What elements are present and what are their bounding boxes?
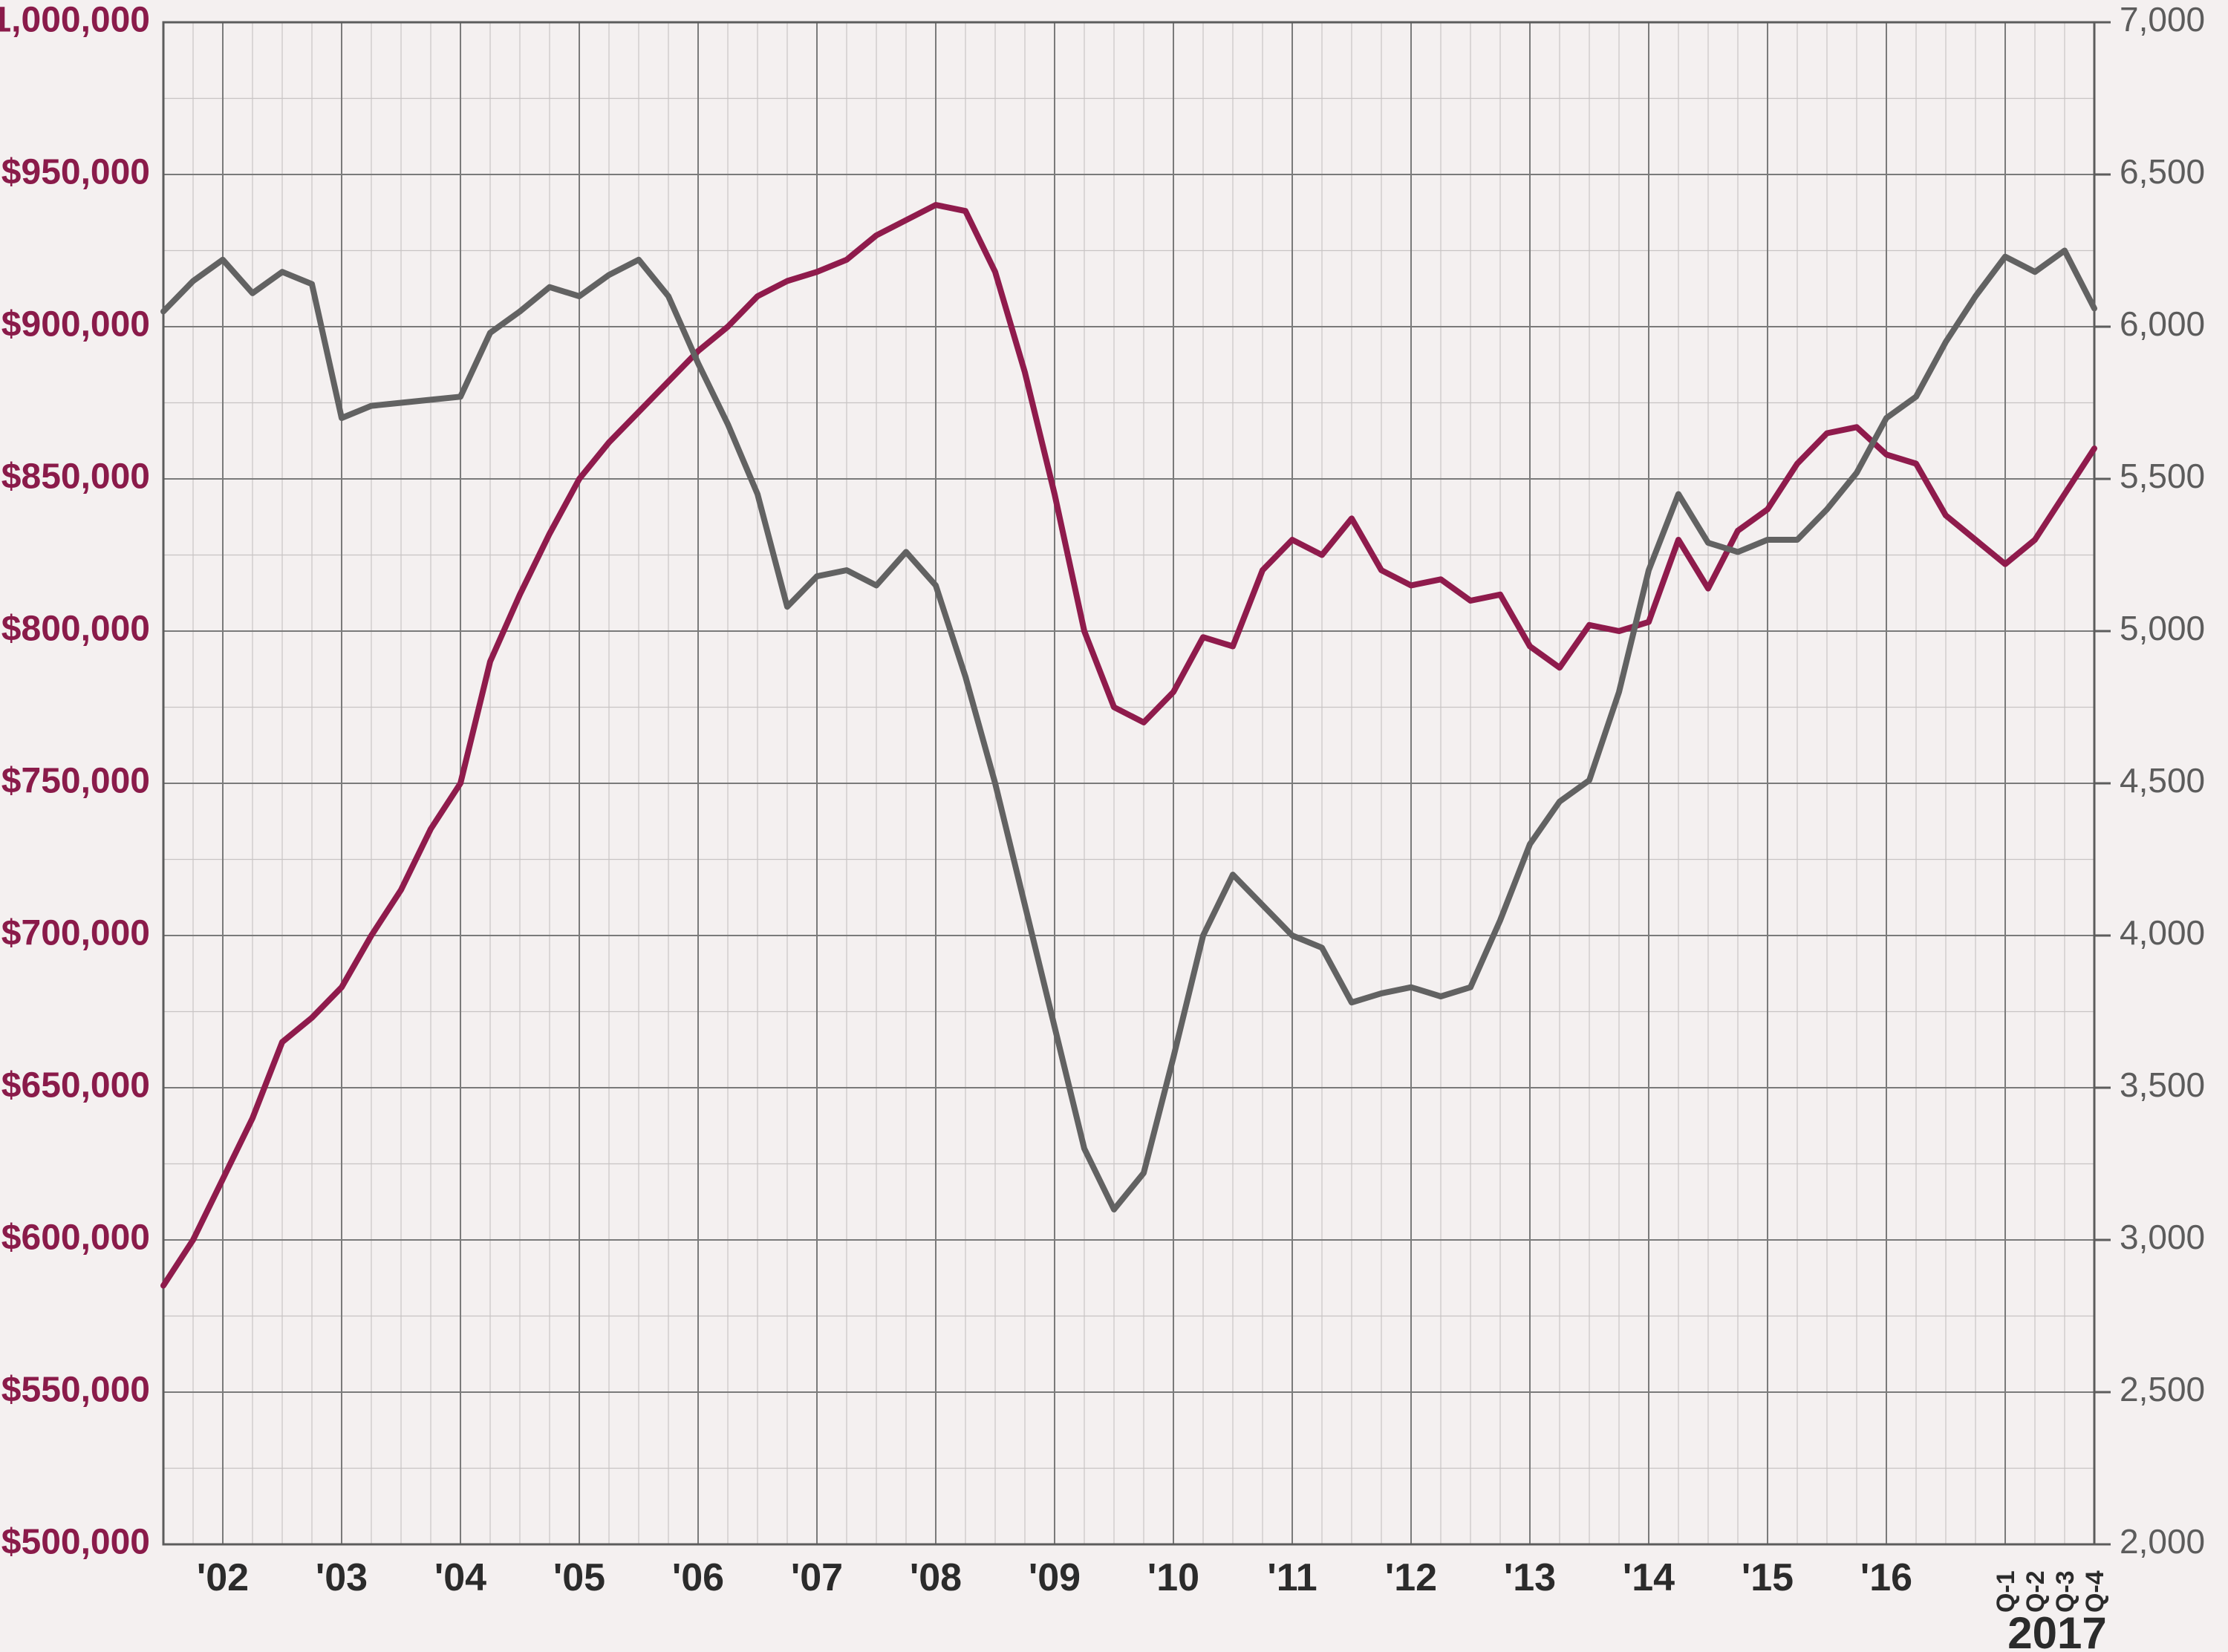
y-right-tick-label: 2,500 bbox=[2120, 1370, 2205, 1408]
x-quarter-label: Q-3 bbox=[2051, 1570, 2079, 1613]
x-year-label: '09 bbox=[1029, 1556, 1081, 1599]
y-right-tick-label: 6,500 bbox=[2120, 152, 2205, 191]
x-year-label: '07 bbox=[791, 1556, 843, 1599]
y-right-tick-label: 5,000 bbox=[2120, 609, 2205, 647]
x-quarter-label: Q-4 bbox=[2081, 1570, 2109, 1613]
x-quarter-label: Q-2 bbox=[2022, 1570, 2050, 1613]
y-left-tick-label: $500,000 bbox=[1, 1523, 150, 1562]
y-left-tick-label: $1,000,000 bbox=[0, 1, 150, 40]
y-left-tick-label: $900,000 bbox=[1, 305, 150, 345]
x-year-label: '03 bbox=[316, 1556, 368, 1599]
x-year-label: '14 bbox=[1623, 1556, 1675, 1599]
y-left-tick-label: $950,000 bbox=[1, 153, 150, 192]
y-left-tick-label: $750,000 bbox=[1, 762, 150, 801]
x-year-label: '05 bbox=[553, 1556, 605, 1599]
y-right-tick-label: 4,000 bbox=[2120, 913, 2205, 952]
x-year-label: '13 bbox=[1504, 1556, 1556, 1599]
y-right-tick-label: 5,500 bbox=[2120, 457, 2205, 495]
y-left-tick-label: $650,000 bbox=[1, 1066, 150, 1106]
y-right-tick-label: 4,500 bbox=[2120, 761, 2205, 800]
x-year-label: '10 bbox=[1147, 1556, 1199, 1599]
y-right-tick-label: 3,500 bbox=[2120, 1065, 2205, 1104]
y-left-tick-label: $550,000 bbox=[1, 1371, 150, 1410]
chart-container: $500,000 $550,000 $600,000 $650,000 $700,000… bbox=[0, 0, 2228, 1652]
y-left-tick-label: $850,000 bbox=[1, 457, 150, 497]
x-year-ticks: '02 '03 '04 '05 '06 '07 '08 '09 '10 '11 '12 '13 '14 '… bbox=[197, 1556, 1912, 1599]
x-year-label: '04 bbox=[434, 1556, 486, 1599]
y-left-tick-label: $800,000 bbox=[1, 610, 150, 649]
x-year-label: '02 bbox=[197, 1556, 249, 1599]
x-year-label: '15 bbox=[1742, 1556, 1794, 1599]
x-year-label: '08 bbox=[910, 1556, 962, 1599]
x-year-label: '11 bbox=[1267, 1556, 1317, 1599]
y-right-tick-label: 2,000 bbox=[2120, 1522, 2205, 1561]
y-right-tick-label: 3,000 bbox=[2120, 1218, 2205, 1256]
x-quarter-label: Q-1 bbox=[1992, 1570, 2020, 1613]
y-right-tick-label: 6,000 bbox=[2120, 304, 2205, 343]
y-right-tick-label: 7,000 bbox=[2120, 0, 2205, 39]
x-year-end-label: 2017 bbox=[2007, 1608, 2106, 1652]
y-left-tick-label: $700,000 bbox=[1, 914, 150, 953]
x-year-label: '12 bbox=[1385, 1556, 1437, 1599]
y-left-tick-label: $600,000 bbox=[1, 1218, 150, 1258]
chart-svg: $500,000 $550,000 $600,000 $650,000 $700,000… bbox=[0, 0, 2228, 1652]
x-year-label: '16 bbox=[1860, 1556, 1912, 1599]
x-year-label: '06 bbox=[672, 1556, 724, 1599]
